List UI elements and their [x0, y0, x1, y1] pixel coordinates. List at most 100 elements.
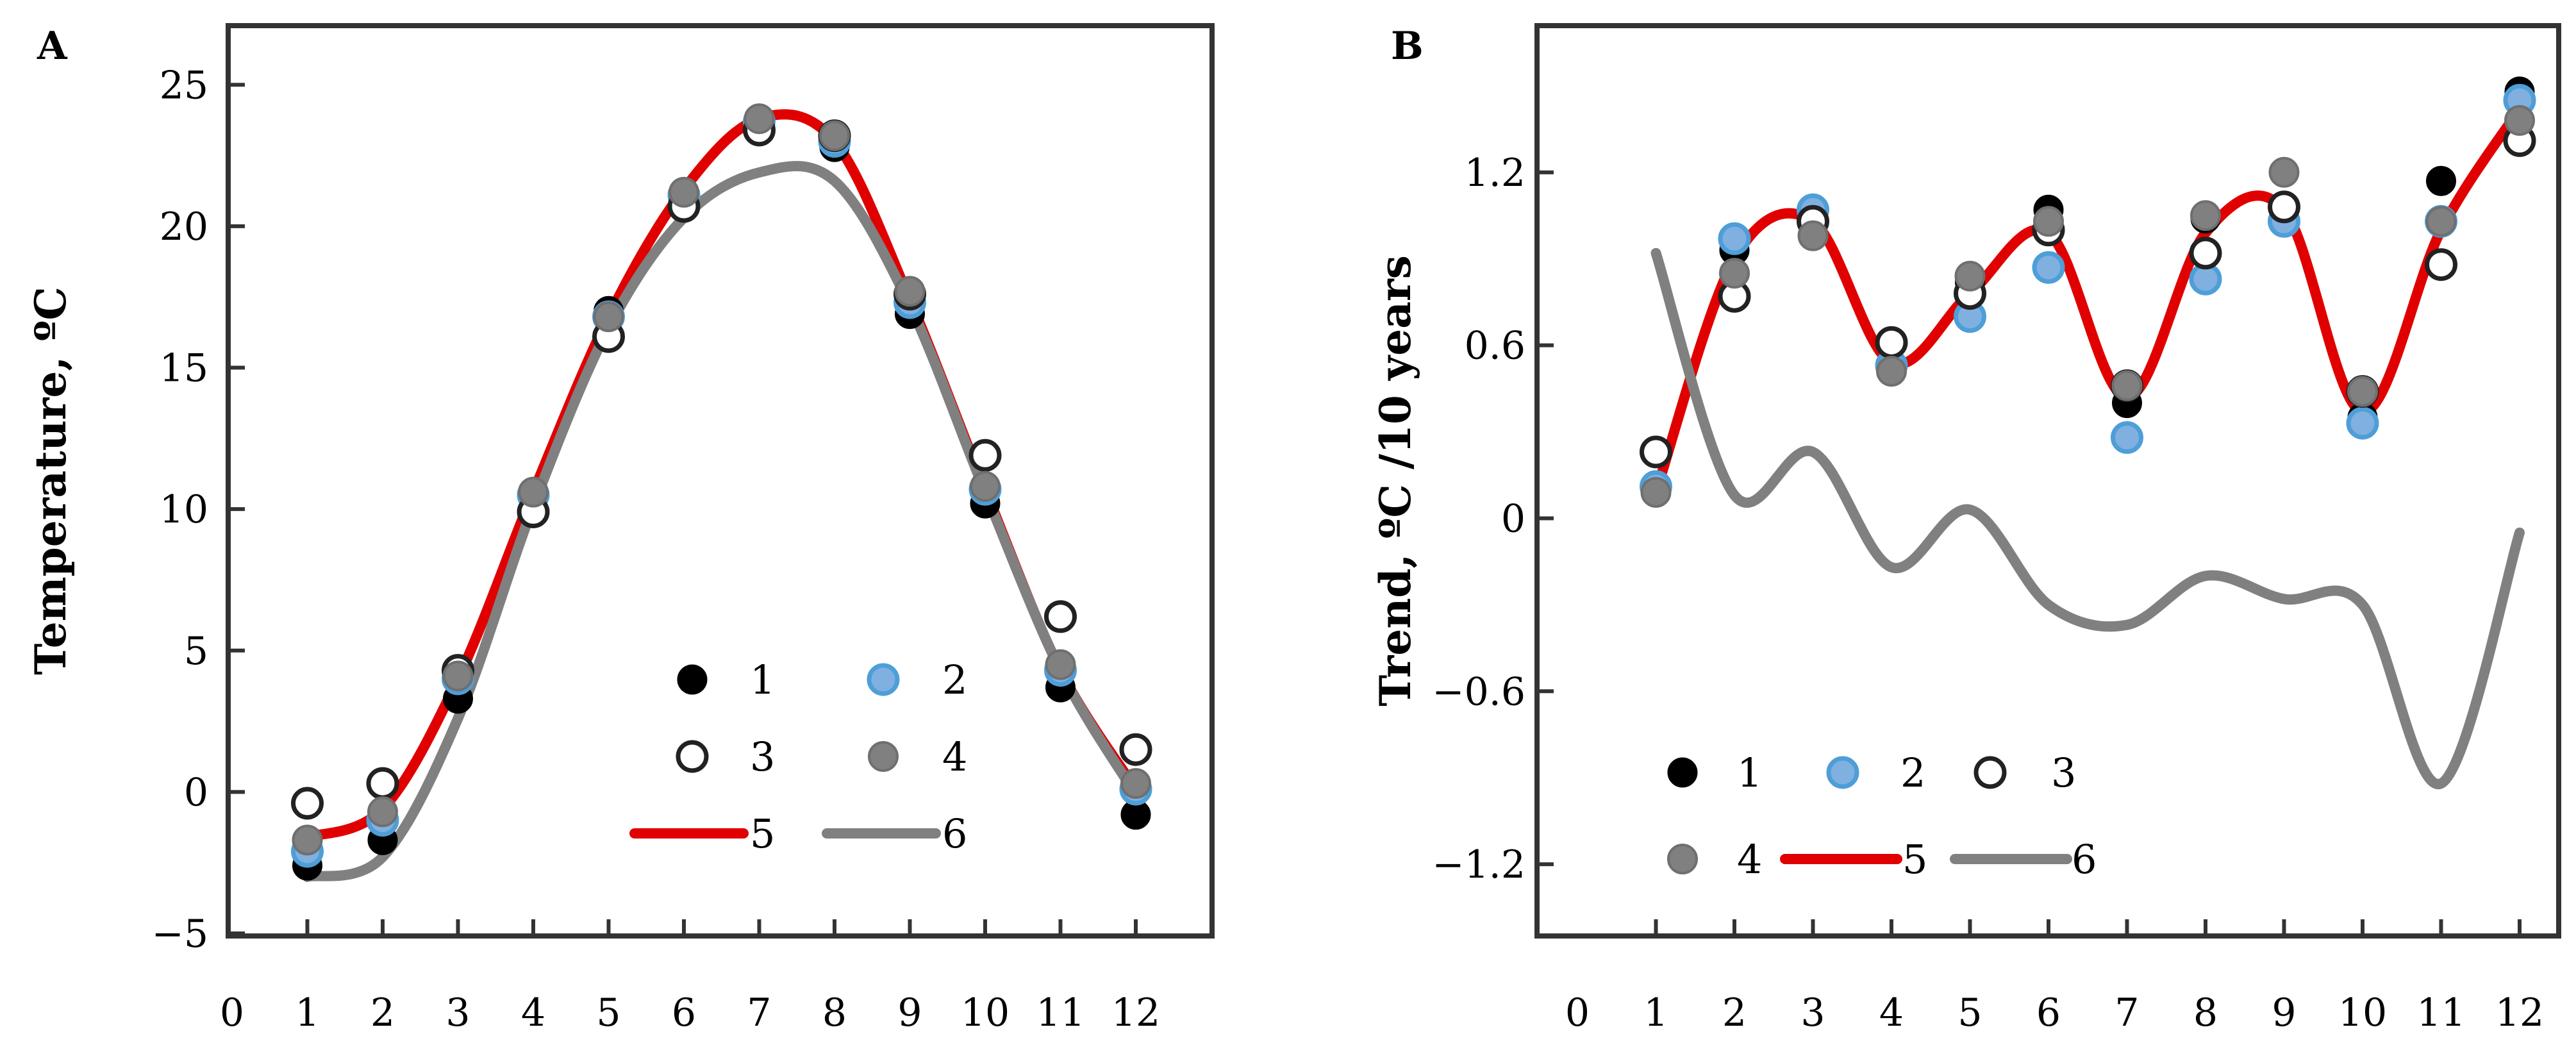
panel-a-point-series-4 — [518, 476, 549, 508]
panel-a-x-tick-label: 9 — [897, 990, 922, 1035]
panel-a-plot-frame — [226, 23, 1215, 939]
panel-a-y-tick-label: 0 — [184, 770, 208, 815]
panel-b-letter: B — [1391, 24, 1424, 69]
panel-a-point-series-3 — [968, 438, 1002, 472]
panel-b-legend-label-4: 4 — [1737, 836, 1762, 883]
panel-a-y-tick-label: 15 — [160, 346, 208, 391]
panel-a-x-tick-label: 0 — [220, 990, 244, 1035]
panel-b-y-tick-label: 0 — [1501, 497, 1525, 542]
panel-a-x-tick-label: 6 — [672, 990, 696, 1035]
panel-a-legend-marker-1 — [677, 664, 708, 695]
panel-b-point-series-2 — [2032, 251, 2065, 284]
panel-b-legend-label-2: 2 — [1900, 749, 1925, 796]
panel-a-point-series-4 — [1045, 649, 1076, 680]
panel-b-legend-marker-3 — [1974, 756, 2007, 789]
panel-a-point-series-3 — [291, 787, 324, 820]
panel-b-point-series-4 — [2190, 200, 2221, 231]
panel-a-point-series-4 — [970, 471, 1001, 502]
panel-a-x-tick-label: 1 — [295, 990, 319, 1035]
panel-b-x-tick-label: 9 — [2272, 990, 2296, 1035]
panel-a-legend-marker-2 — [867, 663, 900, 696]
panel-a-legend-marker-3 — [676, 740, 709, 773]
panel-b-x-tick-label: 2 — [1722, 990, 1747, 1035]
panel-b-x-tick-label: 12 — [2495, 990, 2544, 1035]
panel-b-point-series-3 — [1640, 435, 1672, 469]
panel-a-y-tick-label: 25 — [160, 63, 208, 108]
panel-a-y-tick-label: 5 — [184, 629, 208, 674]
panel-a-point-series-4 — [442, 660, 474, 692]
panel-b-x-tick-label: 6 — [2036, 990, 2061, 1035]
panel-a-point-series-4 — [292, 824, 323, 856]
panel-b-legend-marker-4 — [1667, 844, 1698, 874]
panel-a-y-tick-label: 20 — [160, 205, 208, 249]
panel-b-legend-marker-2 — [1826, 756, 1859, 789]
panel-b-point-series-4 — [1797, 220, 1829, 251]
panel-a-legend-label-1: 1 — [750, 656, 775, 703]
panel-b-y-tick-label: −1.2 — [1432, 842, 1525, 887]
panel-b-y-tick-label: 0.6 — [1465, 324, 1525, 369]
panel-a-legend-label-2: 2 — [942, 656, 967, 703]
panel-b-y-tick-label: 1.2 — [1465, 151, 1525, 196]
panel-a-x-tick-label: 12 — [1111, 990, 1160, 1035]
panel-b-point-series-4 — [1954, 260, 1986, 292]
panel-a-point-series-3 — [366, 767, 399, 800]
panel-a-point-series-4 — [1120, 768, 1151, 799]
panel-b-x-tick-label: 10 — [2338, 990, 2387, 1035]
panel-a-x-tick-label: 11 — [1036, 990, 1084, 1035]
panel-a-point-series-3 — [1119, 733, 1152, 766]
panel-b-point-series-3 — [2425, 248, 2457, 281]
panel-b-x-tick-label: 11 — [2416, 990, 2465, 1035]
panel-a-legend-label-6: 6 — [942, 810, 967, 857]
panel-b-legend: 1 2 3 4 5 6 — [1667, 749, 2097, 883]
panel-a-x-tick-label: 8 — [822, 990, 847, 1035]
panel-a-point-series-4 — [894, 276, 926, 307]
panel-b-points — [1640, 76, 2536, 508]
panel-b-point-series-4 — [1640, 477, 1672, 508]
panel-b: B Trend, ºC /10 years 0 1 2 3 4 5 6 7 8 9 10 11 12−1… — [1370, 23, 2561, 1035]
panel-b-x-tick-label: 8 — [2193, 990, 2218, 1035]
panel-a-legend: 1 2 3 4 5 6 — [629, 656, 967, 857]
panel-a-points — [291, 103, 1152, 881]
panel-b-point-series-3 — [2268, 190, 2300, 224]
panel-a-letter: A — [37, 24, 68, 69]
panel-b-point-series-4 — [2111, 370, 2143, 401]
panel-a-x-tick-label: 2 — [370, 990, 395, 1035]
panel-a-y-tick-label: −5 — [152, 912, 208, 956]
panel-b-x-tick-label: 7 — [2115, 990, 2139, 1035]
panel-b-x-tick-label: 5 — [1957, 990, 1982, 1035]
panel-b-point-series-4 — [2033, 206, 2064, 237]
panel-b-legend-label-1: 1 — [1737, 749, 1762, 796]
panel-a: A Temperature, ºC 0 1 2 3 4 5 6 7 8 9 10 11 12−50510… — [26, 23, 1215, 1035]
panel-a-y-tick-label: 10 — [160, 487, 208, 532]
panel-a-point-series-4 — [593, 301, 624, 333]
panel-a-y-axis-title: Temperature, ºC — [26, 287, 76, 675]
panel-b-plot-frame — [1534, 23, 2561, 939]
panel-b-x-tick-label: 0 — [1565, 990, 1590, 1035]
panel-b-legend-marker-1 — [1667, 757, 1698, 788]
panel-a-legend-label-3: 3 — [750, 733, 775, 780]
panel-b-x-tick-label: 1 — [1643, 990, 1668, 1035]
panel-a-point-series-4 — [669, 176, 699, 208]
panel-b-legend-label-5: 5 — [1902, 836, 1927, 883]
panel-b-legend-label-6: 6 — [2072, 836, 2097, 883]
panel-b-point-series-4 — [2504, 104, 2535, 136]
panel-b-point-series-2 — [1718, 222, 1751, 255]
panel-b-point-series-3 — [1875, 326, 1908, 359]
panel-b-point-series-4 — [2425, 206, 2457, 237]
panel-b-legend-label-3: 3 — [2051, 749, 2076, 796]
panel-b-x-tick-label: 3 — [1800, 990, 1825, 1035]
panel-b-point-series-4 — [1719, 258, 1750, 289]
panel-b-point-series-4 — [2347, 376, 2378, 407]
panel-b-ticks: 0 1 2 3 4 5 6 7 8 9 10 11 12−1.2−0.600.61.2 — [1432, 151, 2544, 1035]
panel-a-x-tick-label: 4 — [521, 990, 545, 1035]
panel-b-curve-6 — [1650, 247, 2525, 789]
panel-b-point-series-4 — [2268, 156, 2300, 188]
panel-a-point-series-4 — [819, 120, 850, 151]
panel-a-legend-label-4: 4 — [942, 733, 967, 780]
panel-a-legend-marker-4 — [868, 741, 899, 772]
panel-b-y-axis-title: Trend, ºC /10 years — [1370, 255, 1420, 706]
panel-b-point-series-2 — [2346, 406, 2379, 440]
